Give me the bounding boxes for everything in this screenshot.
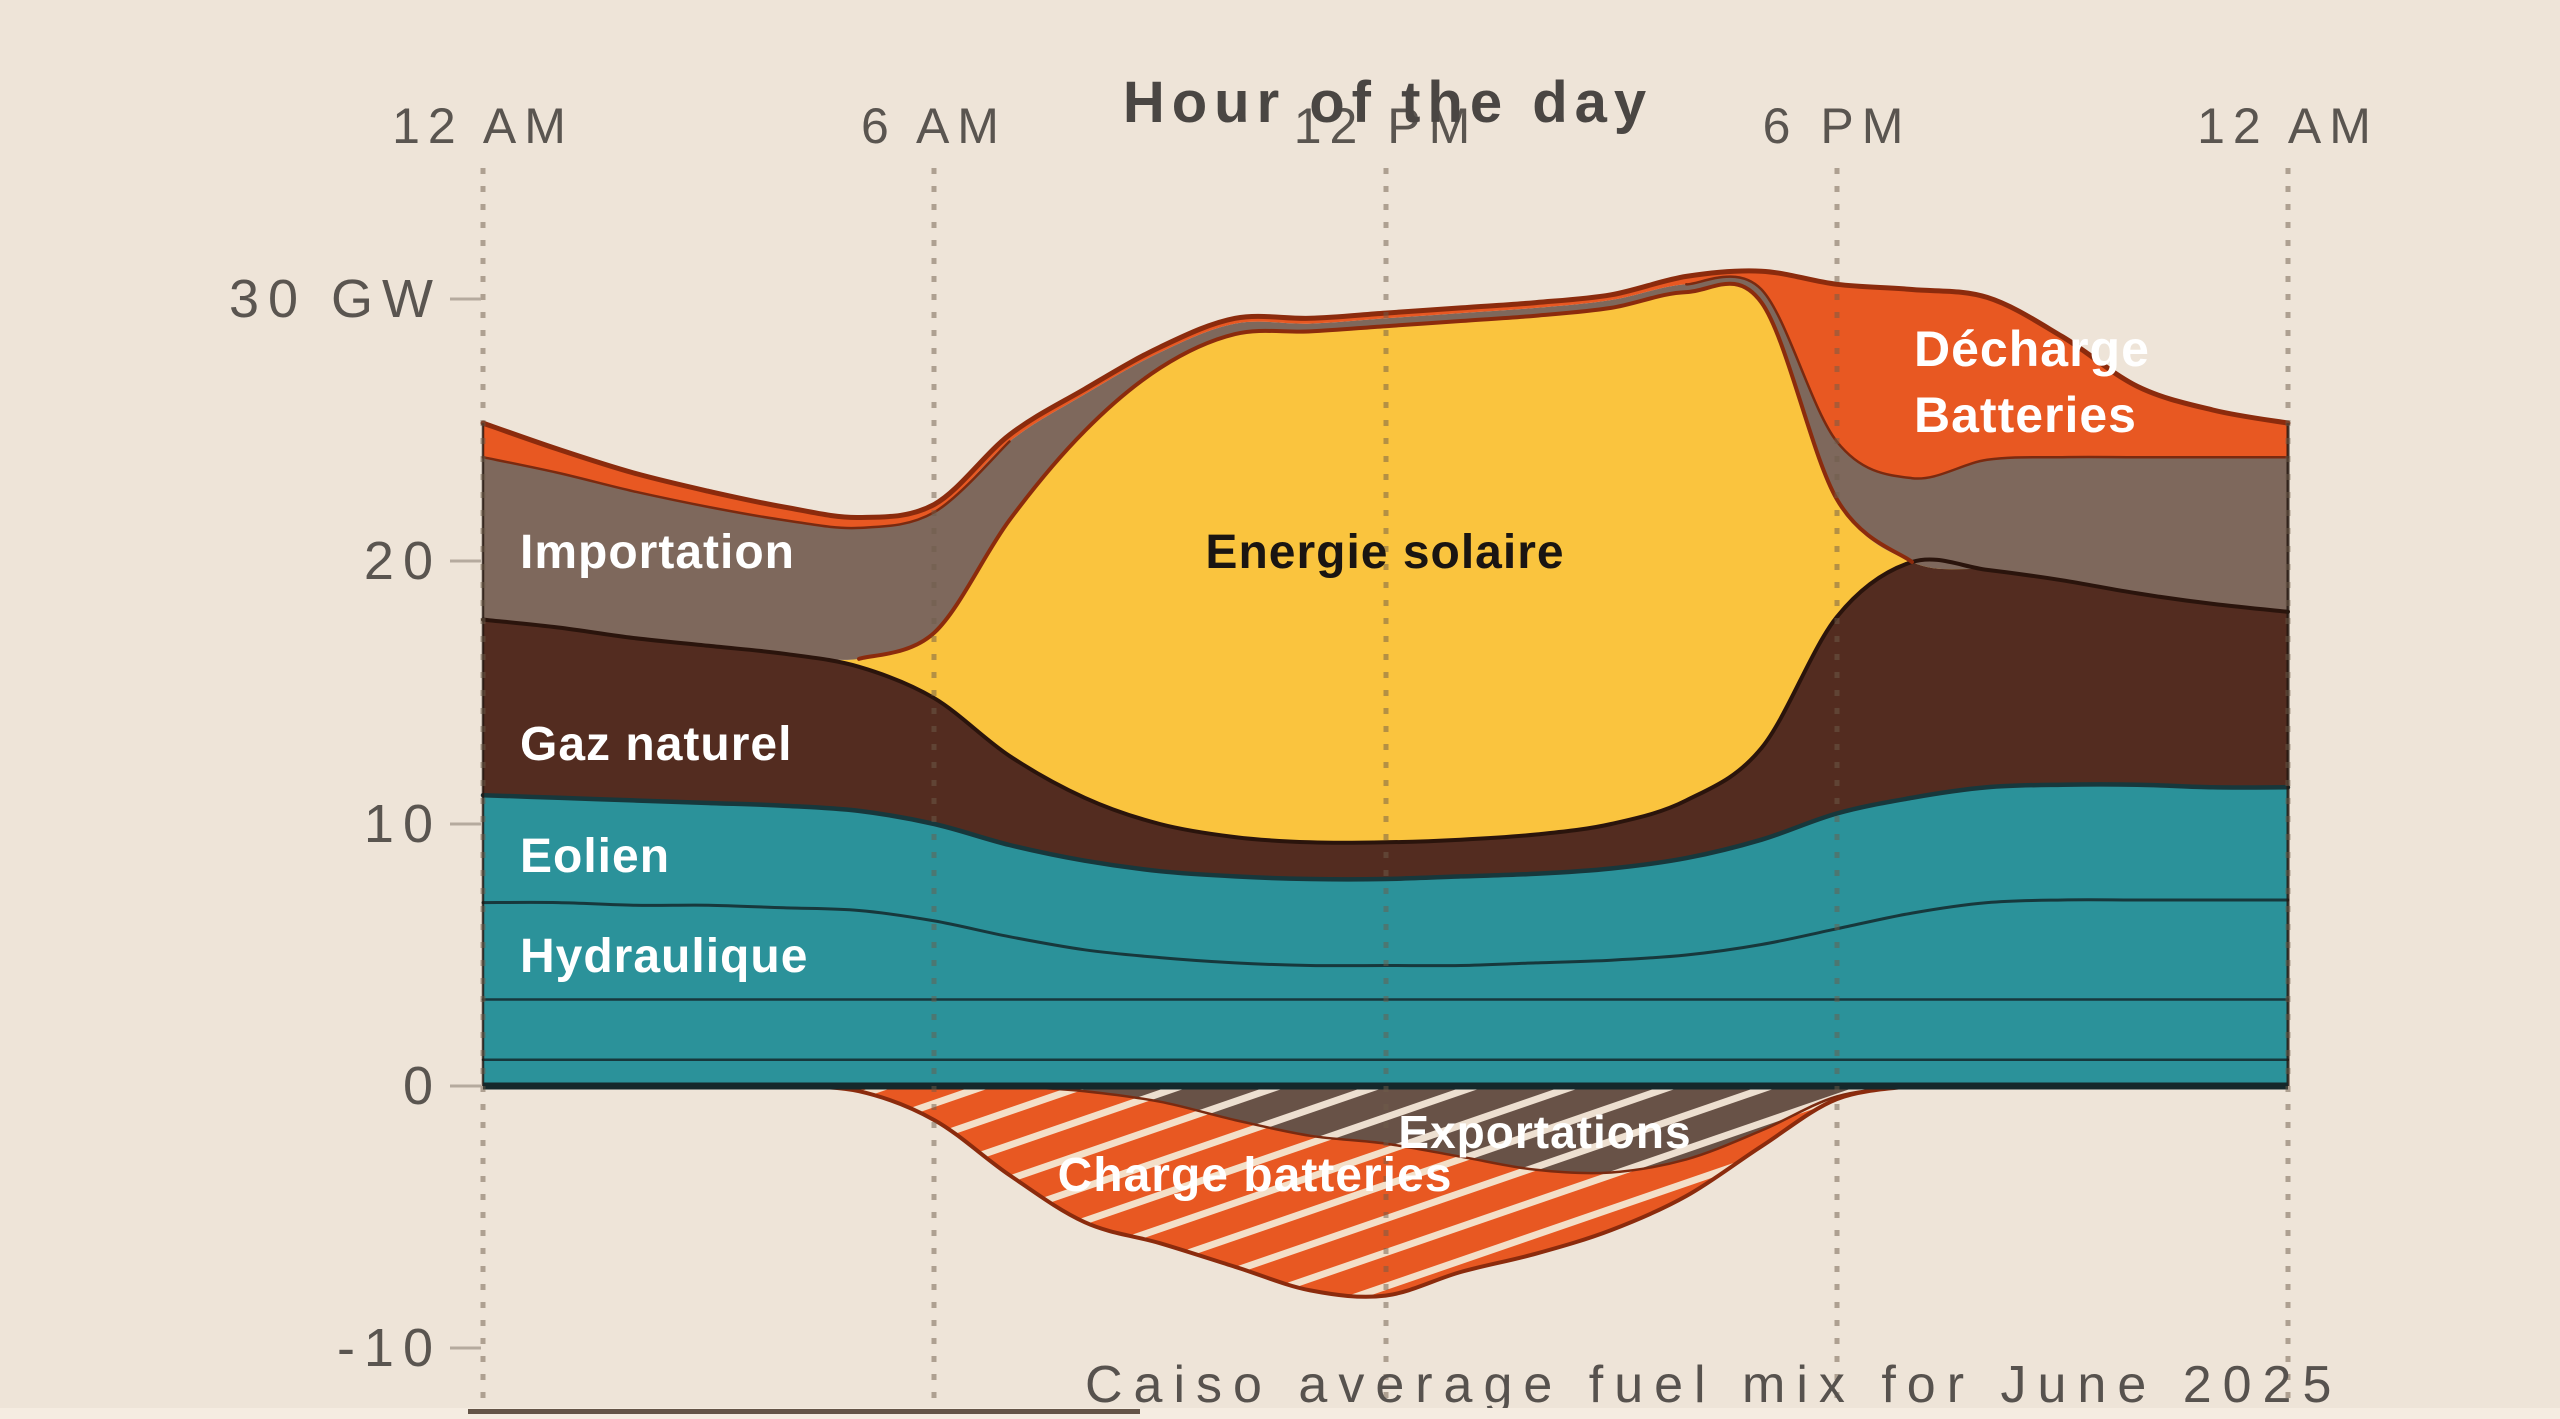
chart-title: Hour of the day: [1123, 70, 1653, 135]
label-gaz-naturel: Gaz naturel: [520, 718, 792, 771]
chart-caption: Caiso average fuel mix for June 2025: [1085, 1356, 2342, 1414]
x-tick-label-12am-right: 12 AM: [2197, 98, 2379, 154]
label-importation: Importation: [520, 526, 795, 579]
area-exportations: [483, 1085, 2288, 1174]
y-tick-label-20: 20: [364, 531, 442, 591]
label-eolien: Eolien: [520, 830, 670, 883]
y-axis: 30 GW 20 10 0 -10: [229, 269, 481, 1378]
label-energie-solaire: Energie solaire: [1205, 526, 1564, 579]
label-hydraulique: Hydraulique: [520, 930, 808, 983]
outline-eolien-top: [480, 782, 2291, 882]
x-tick-label-12am-left: 12 AM: [392, 98, 574, 154]
y-tick-label-10: 10: [364, 794, 442, 854]
label-charge-batteries: Charge batteries: [1058, 1149, 1453, 1202]
outline-importation-top-evening: [1685, 275, 2290, 480]
bottom-edge-strip: [0, 1408, 2560, 1419]
x-tick-label-6am: 6 AM: [861, 98, 1007, 154]
outline-charge-bottom: [781, 1084, 1914, 1299]
x-tick-label-6pm: 6 PM: [1763, 98, 1912, 154]
outline-gaz-top: [481, 557, 2290, 845]
outline-stack-top: [480, 268, 2291, 521]
x-axis: 12 AM 6 AM 12 PM 6 PM 12 AM: [392, 98, 2379, 154]
area-labels: Importation Gaz naturel Eolien Hydrauliq…: [520, 321, 2150, 1202]
y-tick-label-30gw: 30 GW: [229, 269, 442, 329]
area-energie-solaire: [483, 283, 2288, 843]
outline-exportations-bottom: [1008, 1084, 1914, 1175]
label-exportations: Exportations: [1398, 1106, 1691, 1158]
label-decharge-line1: Décharge: [1914, 321, 2150, 377]
label-decharge-line2: Batteries: [1914, 387, 2137, 443]
area-importation: [483, 275, 2288, 660]
x-tick-label-12pm: 12 PM: [1294, 98, 1479, 154]
area-charge-batteries: [483, 1085, 2288, 1297]
y-tick-label-neg10: -10: [337, 1318, 442, 1378]
outline-solaire-top: [857, 281, 1914, 661]
y-tick-label-0: 0: [403, 1056, 442, 1116]
cropped-axis-line-fragment: [468, 1409, 1140, 1414]
